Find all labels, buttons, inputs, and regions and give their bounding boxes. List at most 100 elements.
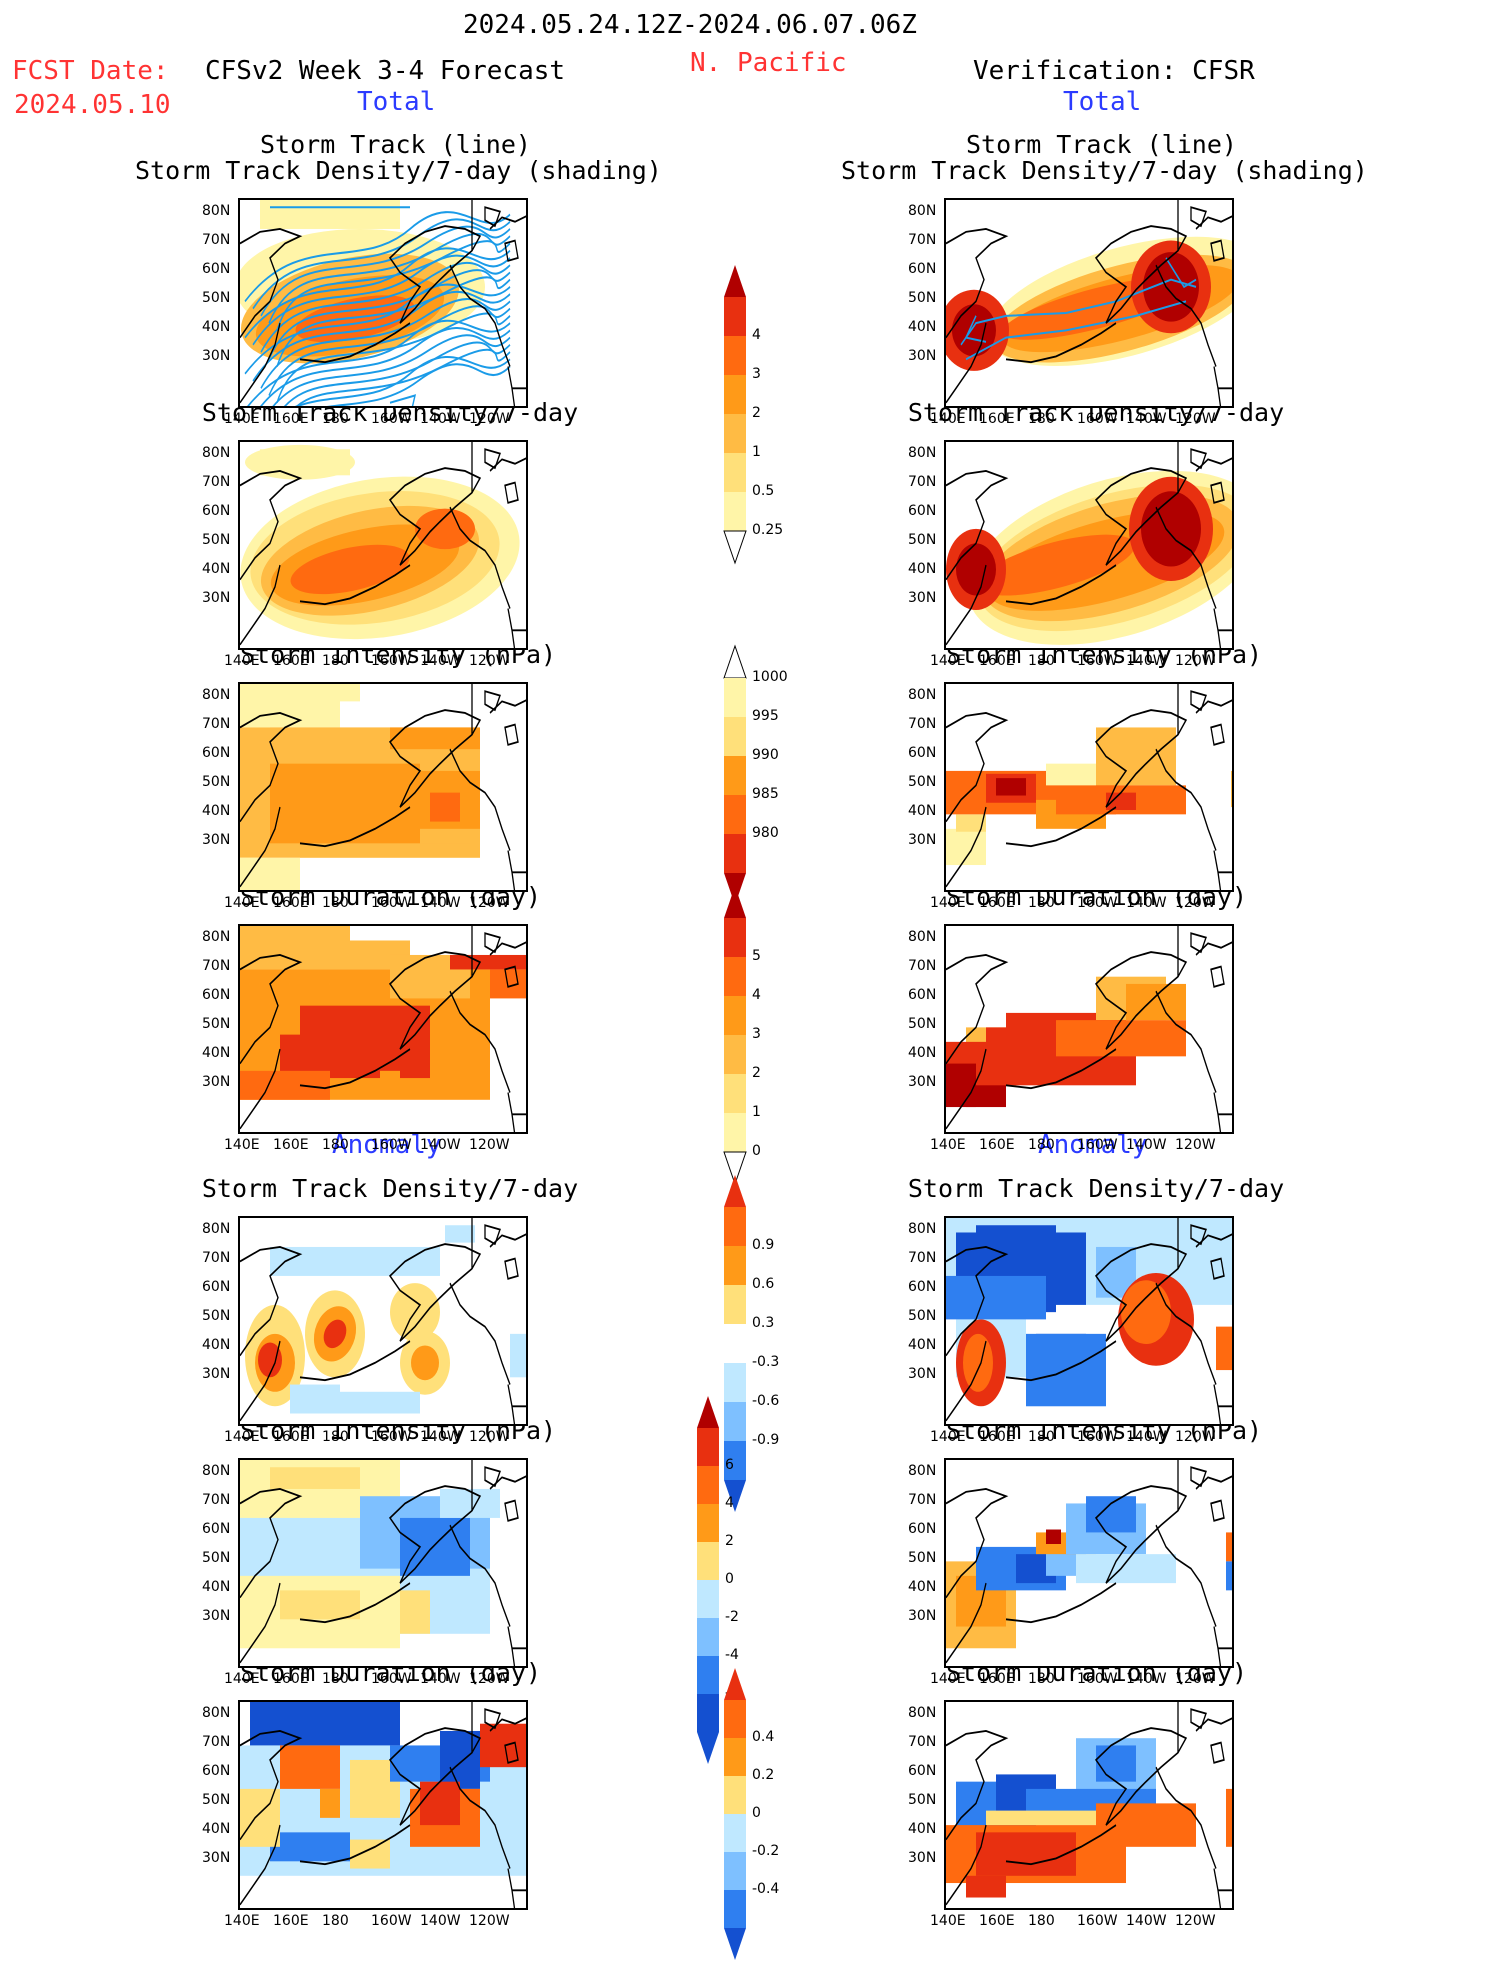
lat-tick-label: 40N	[908, 1337, 937, 1353]
lat-tick-label: 30N	[908, 1074, 937, 1090]
coastline	[946, 1048, 987, 1130]
lat-tick-label: 70N	[202, 1250, 231, 1266]
lat-tick-label: 70N	[908, 1492, 937, 1508]
coastline	[1218, 871, 1232, 874]
coastline	[1094, 1727, 1188, 1826]
lon-tick-label: 120W	[469, 895, 510, 911]
colorbar-segment	[724, 1324, 746, 1363]
lat-tick-label: 80N	[202, 1705, 231, 1721]
lon-tick-label: 140W	[420, 1671, 461, 1687]
lat-tick-label: 50N	[202, 532, 231, 548]
colorbar-label: 0.3	[752, 1315, 775, 1331]
coastline	[1213, 1868, 1222, 1908]
lat-tick-label: 60N	[908, 745, 937, 761]
lon-tick-label: 140W	[420, 653, 461, 669]
lon-tick-label: 160E	[273, 411, 309, 427]
coastline	[299, 1582, 411, 1624]
storm-track-line	[260, 327, 511, 406]
lat-tick-label: 50N	[908, 532, 937, 548]
coastline	[240, 1246, 303, 1357]
lat-tick-label: 30N	[202, 1608, 231, 1624]
coastline	[1190, 1466, 1207, 1488]
verification-label: Verification: CFSR	[973, 56, 1255, 86]
lon-tick-label: 120W	[469, 1137, 510, 1153]
lon-tick-label: 160W	[1077, 1671, 1118, 1687]
grid-cell-block	[956, 814, 986, 832]
lon-tick-label: 180	[322, 1671, 349, 1687]
colorbar-duration-anom	[724, 1668, 746, 1960]
colorbar-segment	[697, 1618, 719, 1656]
lat-tick-label: 50N	[908, 1308, 937, 1324]
grid-cell-block	[1231, 770, 1232, 808]
map-panel-fcst-duration	[238, 924, 528, 1134]
coastline	[507, 1384, 516, 1424]
lon-tick-label: 140W	[1126, 653, 1167, 669]
colorbar-label: -0.2	[752, 1843, 780, 1859]
coastline	[1218, 387, 1232, 390]
coastline	[484, 206, 501, 228]
lat-tick-label: 50N	[202, 1550, 231, 1566]
coastline	[1210, 1257, 1225, 1280]
grid-cell-block	[270, 1246, 440, 1276]
coastline	[299, 322, 411, 364]
total-label-right: Total	[1063, 87, 1142, 117]
lon-tick-label: 120W	[469, 411, 510, 427]
lon-tick-label: 160E	[273, 1671, 309, 1687]
colorbar-label: 995	[752, 708, 779, 724]
coastline	[512, 1113, 526, 1116]
lon-tick-label: 140E	[930, 1671, 966, 1687]
map-canvas	[946, 684, 1232, 890]
colorbar-label: 5	[752, 948, 761, 964]
coastline	[1155, 1524, 1217, 1627]
lon-tick-label: 140W	[420, 895, 461, 911]
colorbar-label: 3	[752, 1026, 761, 1042]
lon-tick-label: 160W	[371, 1137, 412, 1153]
coastline	[512, 871, 526, 874]
map-canvas	[240, 1702, 526, 1908]
lon-tick-label: 120W	[469, 1913, 510, 1929]
map-panel-fcst-track	[238, 198, 528, 408]
lat-tick-label: 30N	[908, 1608, 937, 1624]
title-track-shading-right: Storm Track Density/7-day (shading)	[841, 156, 1368, 185]
lat-tick-label: 50N	[908, 774, 937, 790]
coastline	[388, 1485, 482, 1584]
colorbar-label: -0.6	[752, 1393, 780, 1409]
lat-tick-label: 80N	[202, 929, 231, 945]
lat-tick-label: 40N	[202, 803, 231, 819]
grid-cell-block	[1126, 983, 1186, 1021]
lon-tick-label: 140E	[224, 1671, 260, 1687]
lon-tick-label: 120W	[469, 1429, 510, 1445]
coastline	[1213, 608, 1222, 648]
coastline	[512, 387, 526, 390]
coastline	[1005, 1824, 1117, 1866]
coastline	[504, 239, 519, 262]
lat-tick-label: 30N	[202, 348, 231, 364]
colorbar-label: 0.5	[752, 483, 775, 499]
lon-tick-label: 160E	[273, 1429, 309, 1445]
colorbar-label: 985	[752, 786, 779, 802]
coastline	[507, 608, 516, 648]
lat-tick-label: 30N	[908, 832, 937, 848]
map-canvas	[240, 200, 526, 406]
lon-tick-label: 180	[322, 411, 349, 427]
colorbar-top-arrow	[724, 1668, 746, 1700]
lon-tick-label: 160W	[1077, 411, 1118, 427]
colorbar-segment	[724, 1207, 746, 1246]
grid-cell-block	[440, 1730, 480, 1789]
lon-tick-label: 160W	[371, 653, 412, 669]
colorbar-segment	[724, 1441, 746, 1480]
colorbar-segment	[697, 1694, 719, 1732]
lat-tick-label: 40N	[202, 561, 231, 577]
lat-tick-label: 70N	[202, 716, 231, 732]
colorbar-segment	[724, 492, 746, 531]
lon-tick-label: 140E	[224, 411, 260, 427]
colorbar-label: -2	[725, 1609, 739, 1625]
coastline	[1094, 1243, 1188, 1342]
lat-tick-label: 30N	[202, 1850, 231, 1866]
lon-tick-label: 120W	[1175, 1671, 1216, 1687]
colorbar-segment	[724, 717, 746, 756]
map-panel-fcst-duration-anom	[238, 1700, 528, 1910]
lat-tick-label: 50N	[202, 774, 231, 790]
coastline	[1190, 448, 1207, 470]
colorbar-top-arrow	[697, 1396, 719, 1428]
